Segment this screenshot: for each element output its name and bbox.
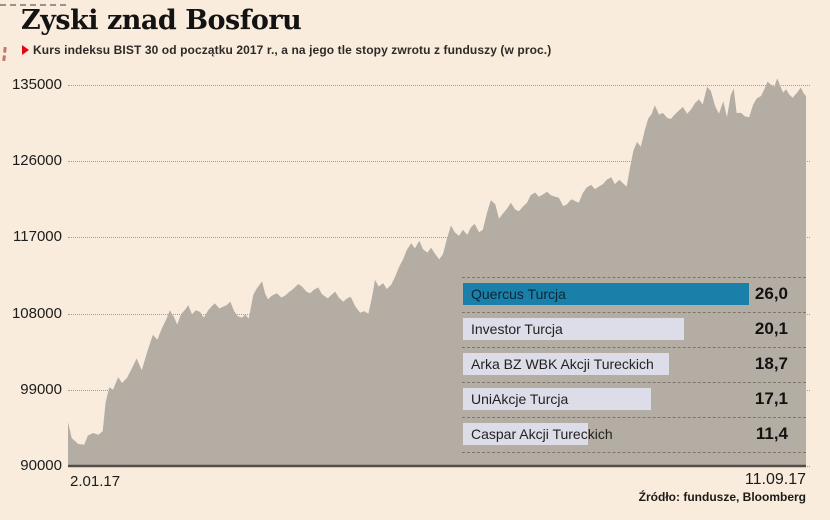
fund-row: Quercus Turcja 26,0 <box>462 277 806 312</box>
page-title: Zyski znad Bosforu <box>21 5 302 36</box>
fund-name: Caspar Akcji Tureckich <box>471 426 613 442</box>
fund-row: Caspar Akcji Tureckich 11,4 <box>462 417 806 452</box>
crop-dash-top <box>0 4 66 6</box>
y-tick-label: 99000 <box>20 380 62 398</box>
gridline <box>68 161 810 163</box>
fund-name: UniAkcje Turcja <box>471 391 569 407</box>
fund-value: 17,1 <box>754 389 788 408</box>
fund-name: Investor Turcja <box>471 321 563 337</box>
fund-bar: Arka BZ WBK Akcji Tureckich <box>463 353 669 375</box>
x-axis-end-label: 11.09.17 <box>744 471 806 488</box>
x-axis-start-label: 2.01.17 <box>70 473 121 490</box>
fund-value: 20,1 <box>754 319 788 338</box>
fund-row: UniAkcje Turcja 17,1 <box>462 382 806 417</box>
y-tick-label: 90000 <box>20 457 62 474</box>
fund-value: 11,4 <box>755 424 788 443</box>
chart-subtitle-text: Kurs indeksu BIST 30 od początku 2017 r.… <box>33 43 552 57</box>
fund-returns-panel: Quercus Turcja 26,0 Investor Turcja 20,1… <box>462 277 806 453</box>
gridline <box>68 237 810 239</box>
fund-name: Quercus Turcja <box>471 286 566 302</box>
fund-value: 26,0 <box>754 284 788 303</box>
chart-subtitle: Kurs indeksu BIST 30 od początku 2017 r.… <box>22 43 551 57</box>
y-tick-label: 126000 <box>11 152 62 170</box>
fund-bar: Caspar Akcji Tureckich <box>463 423 613 445</box>
fund-bar: Investor Turcja <box>463 318 684 340</box>
gridline <box>68 85 810 86</box>
red-triangle-icon <box>22 45 29 55</box>
fund-name: Arka BZ WBK Akcji Tureckich <box>471 356 654 372</box>
fund-row: Arka BZ WBK Akcji Tureckich 18,7 <box>462 347 806 382</box>
source-note: Źródło: fundusze, Bloomberg <box>638 490 806 504</box>
fund-row: Investor Turcja 20,1 <box>462 312 806 347</box>
y-tick-label: 117000 <box>13 228 62 246</box>
y-tick-label: 135000 <box>11 76 62 93</box>
fund-bar: UniAkcje Turcja <box>463 388 651 410</box>
fund-value: 18,7 <box>754 354 788 373</box>
fund-bar: Quercus Turcja <box>463 283 749 305</box>
y-tick-label: 108000 <box>11 304 62 322</box>
